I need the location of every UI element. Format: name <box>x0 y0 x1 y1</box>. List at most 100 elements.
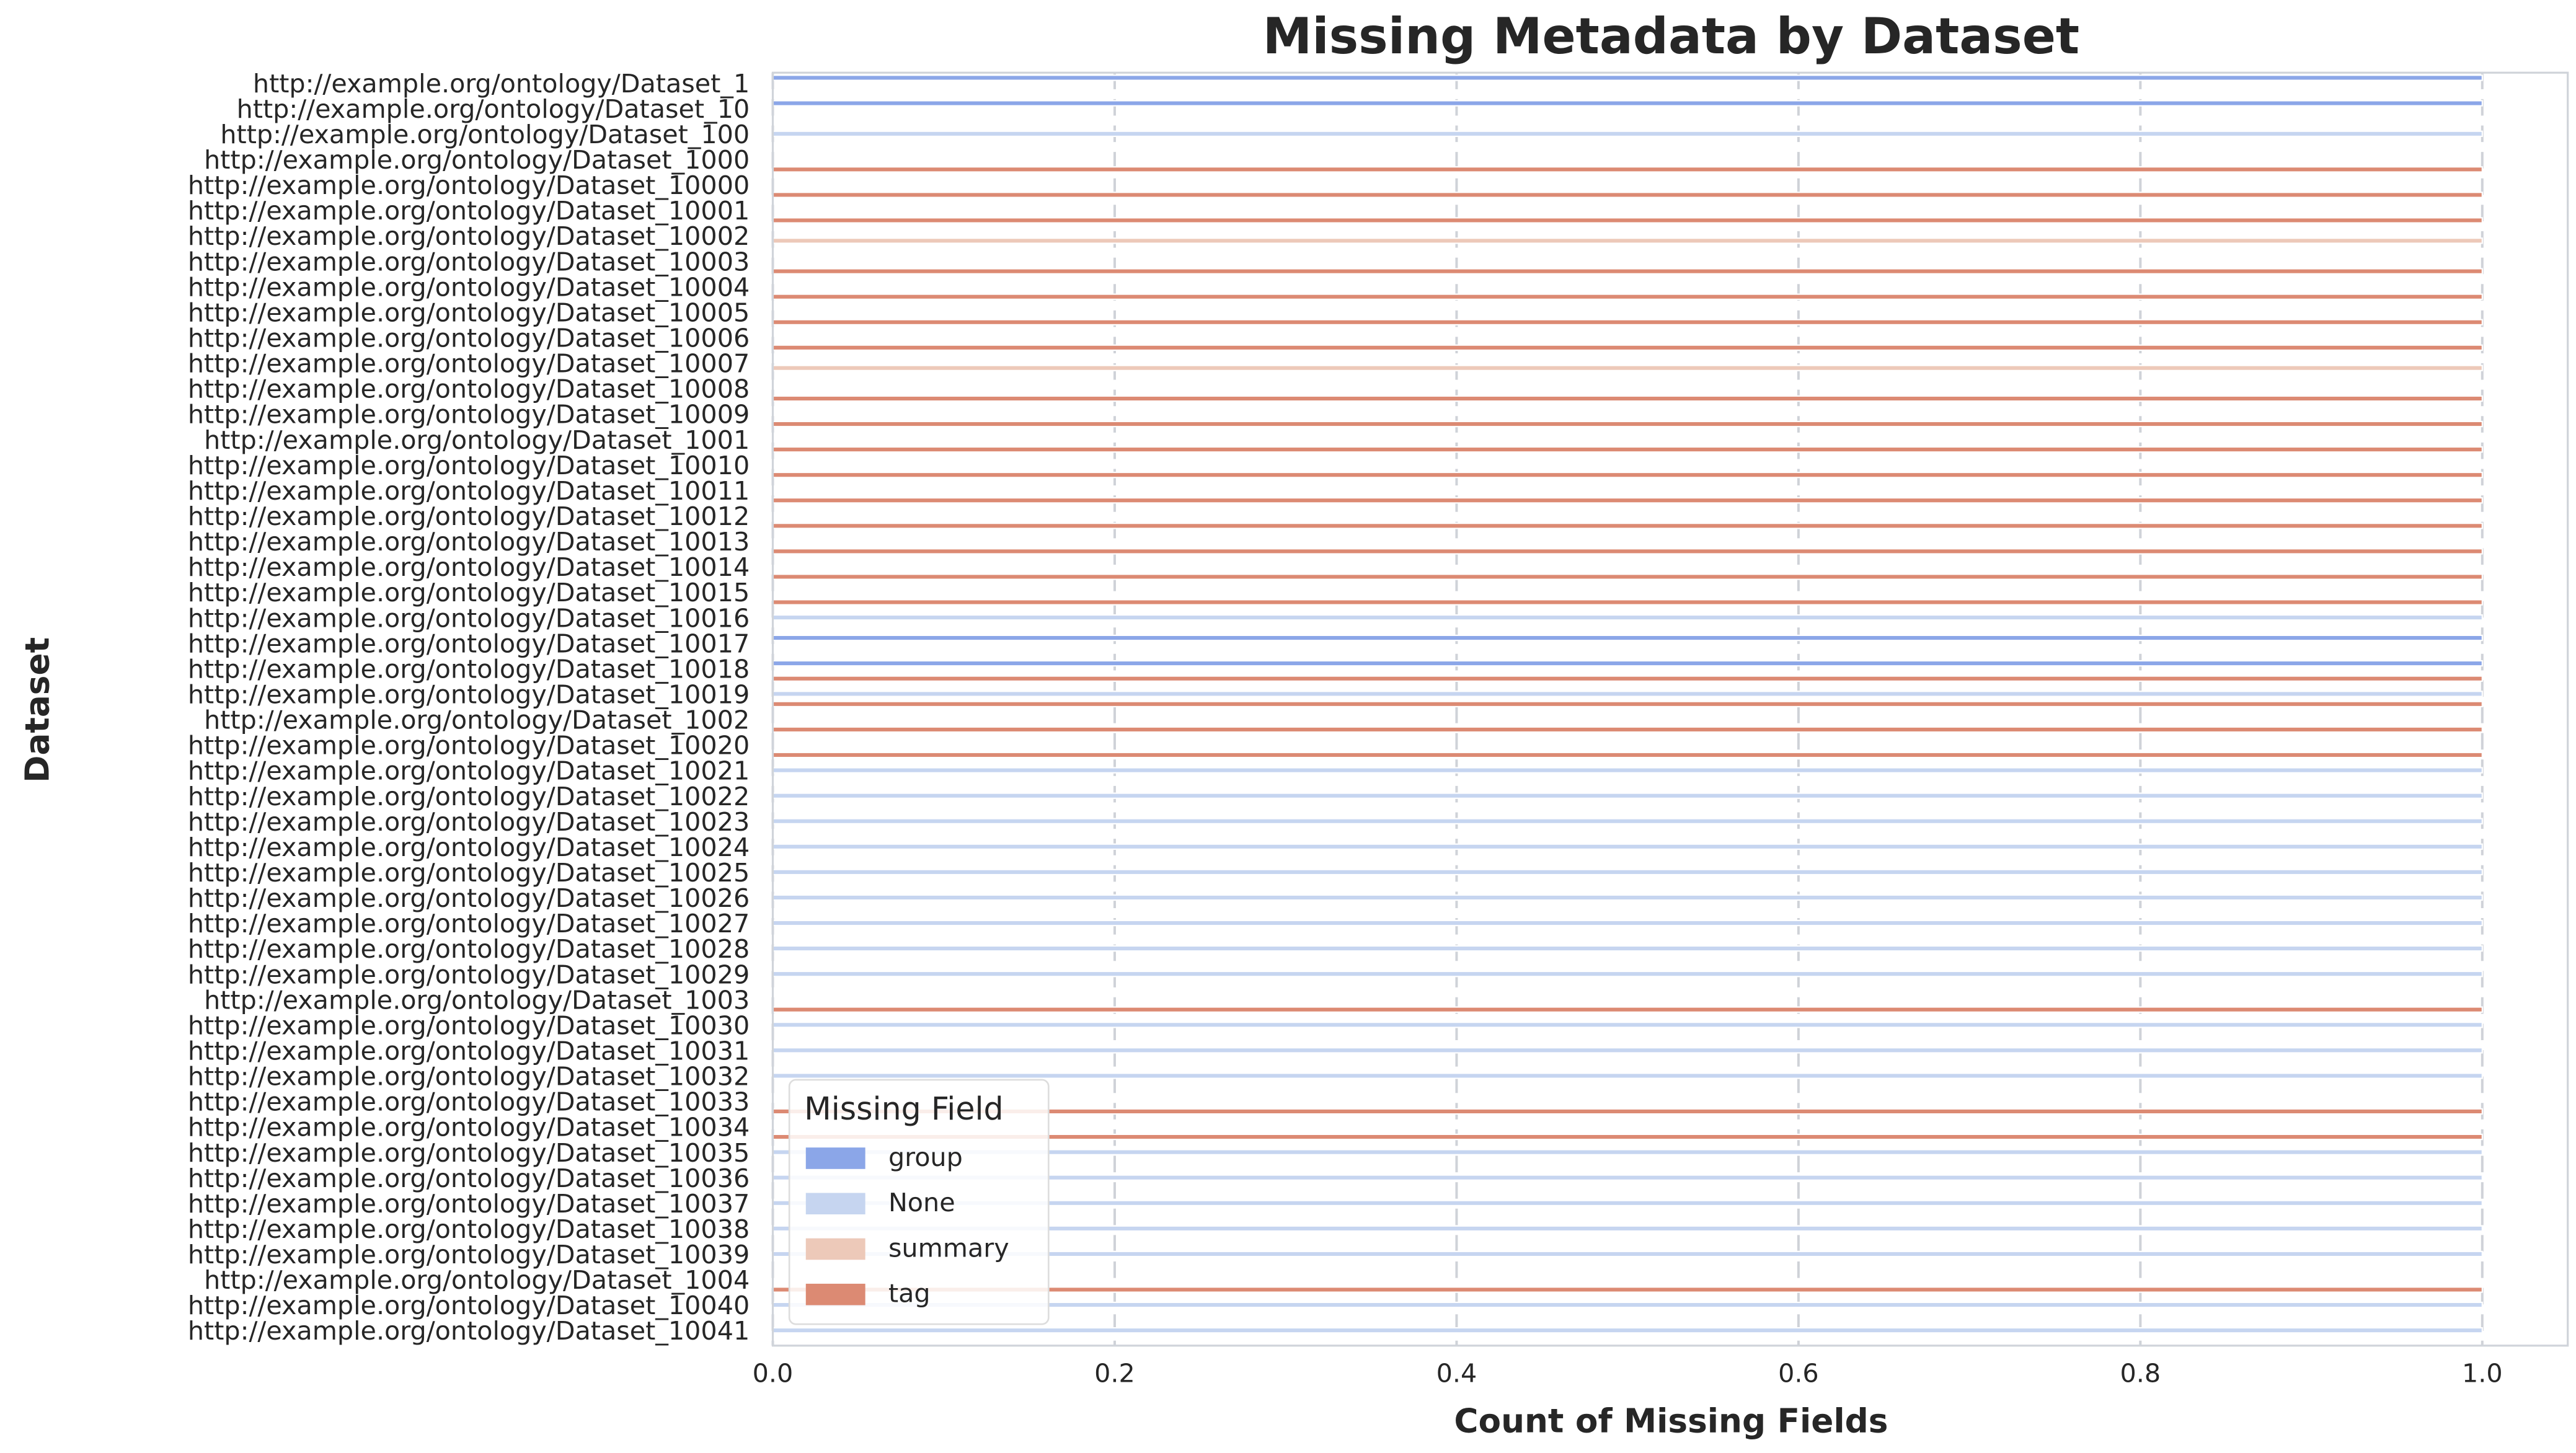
bar <box>772 1072 2483 1079</box>
y-tick-label: http://example.org/ontology/Dataset_1000… <box>188 349 750 379</box>
bar <box>772 792 2483 799</box>
bar <box>772 1327 2483 1334</box>
y-tick-label: http://example.org/ontology/Dataset_1000… <box>188 400 750 430</box>
legend-box <box>788 1079 1050 1325</box>
y-tick-label: http://example.org/ontology/Dataset_1000… <box>188 374 750 404</box>
y-tick-label: http://example.org/ontology/Dataset_1000… <box>188 221 750 251</box>
bar <box>772 395 2483 402</box>
bar <box>772 217 2483 224</box>
legend-swatch <box>805 1193 865 1215</box>
y-tick-label: http://example.org/ontology/Dataset_1004… <box>188 1291 750 1320</box>
bar <box>772 364 2483 371</box>
y-tick-label: http://example.org/ontology/Dataset_1003… <box>188 1164 750 1193</box>
x-tick-label: 0.0 <box>753 1359 794 1389</box>
bar <box>772 523 2483 529</box>
y-tick-label: http://example.org/ontology/Dataset_1002… <box>188 731 750 761</box>
y-tick-label: http://example.org/ontology/Dataset_1002… <box>188 832 750 862</box>
bar <box>772 945 2483 952</box>
y-tick-label: http://example.org/ontology/Dataset_1003… <box>188 1138 750 1168</box>
bar <box>772 599 2483 606</box>
y-tick-label: http://example.org/ontology/Dataset_1001… <box>188 451 750 480</box>
y-tick-label: http://example.org/ontology/Dataset_1000… <box>188 298 750 327</box>
bar <box>772 726 2483 733</box>
y-tick-label: http://example.org/ontology/Dataset_1000 <box>204 145 750 175</box>
bar <box>772 100 2483 107</box>
y-tick-label: http://example.org/ontology/Dataset_1001… <box>188 552 750 582</box>
legend-title: Missing Field <box>804 1090 1004 1127</box>
bar <box>772 268 2483 275</box>
legend-label: tag <box>888 1279 931 1309</box>
y-tick-label: http://example.org/ontology/Dataset_1000… <box>188 272 750 302</box>
y-tick-label: http://example.org/ontology/Dataset_1003 <box>204 985 750 1015</box>
y-tick-label: http://example.org/ontology/Dataset_1004 <box>204 1265 750 1295</box>
y-tick-label: http://example.org/ontology/Dataset_1001… <box>188 654 750 684</box>
y-tick-label: http://example.org/ontology/Dataset_1002… <box>188 934 750 964</box>
y-tick-label: http://example.org/ontology/Dataset_1002… <box>188 756 750 786</box>
bar <box>772 497 2483 504</box>
bar <box>772 192 2483 198</box>
y-tick-label: http://example.org/ontology/Dataset_1001 <box>204 425 750 455</box>
bar <box>772 1047 2483 1054</box>
bar <box>772 1006 2483 1013</box>
bar <box>772 130 2483 138</box>
bar <box>772 472 2483 479</box>
legend: Missing Field group None summary tag <box>788 1079 1050 1325</box>
y-tick-label: http://example.org/ontology/Dataset_1002… <box>188 807 750 837</box>
y-tick-label: http://example.org/ontology/Dataset_1001… <box>188 603 750 633</box>
bar <box>772 614 2483 621</box>
y-tick-label: http://example.org/ontology/Dataset_1003… <box>188 1062 750 1092</box>
y-tick-label: http://example.org/ontology/Dataset_1001… <box>188 679 750 709</box>
bar <box>772 344 2483 351</box>
y-tick-label: http://example.org/ontology/Dataset_1003… <box>188 1214 750 1244</box>
bar <box>772 166 2483 173</box>
bar <box>772 767 2483 774</box>
bar <box>772 237 2483 244</box>
bar <box>772 1022 2483 1028</box>
legend-label: summary <box>888 1233 1009 1263</box>
bar <box>772 751 2483 759</box>
x-tick-label: 0.4 <box>1436 1359 1477 1389</box>
y-tick-label: http://example.org/ontology/Dataset_1001… <box>188 527 750 557</box>
x-axis-label: Count of Missing Fields <box>1454 1402 1888 1441</box>
bar <box>772 818 2483 824</box>
y-tick-label: http://example.org/ontology/Dataset_1 <box>253 69 750 99</box>
y-tick-label: http://example.org/ontology/Dataset_1004… <box>188 1316 750 1346</box>
y-tick-label: http://example.org/ontology/Dataset_1002 <box>204 705 750 735</box>
y-tick-label: http://example.org/ontology/Dataset_1000… <box>188 247 750 276</box>
y-tick-label: http://example.org/ontology/Dataset_1001… <box>188 629 750 658</box>
y-tick-label: http://example.org/ontology/Dataset_1002… <box>188 858 750 888</box>
bar <box>772 843 2483 850</box>
y-tick-label: http://example.org/ontology/Dataset_1002… <box>188 960 750 989</box>
y-tick-label: http://example.org/ontology/Dataset_1002… <box>188 782 750 811</box>
bar <box>772 970 2483 978</box>
y-tick-label: http://example.org/ontology/Dataset_100 <box>220 120 750 149</box>
bar <box>772 293 2483 300</box>
y-axis-label: Dataset <box>19 637 57 783</box>
bar <box>772 894 2483 901</box>
y-tick-label: http://example.org/ontology/Dataset_1001… <box>188 476 750 506</box>
y-tick-label: http://example.org/ontology/Dataset_1000… <box>188 196 750 226</box>
y-tick-label: http://example.org/ontology/Dataset_1000… <box>188 170 750 200</box>
y-tick-label: http://example.org/ontology/Dataset_1003… <box>188 1240 750 1270</box>
legend-swatch <box>805 1283 865 1305</box>
bar <box>772 573 2483 580</box>
x-tick-label: 0.6 <box>1778 1359 1819 1389</box>
plot-frame <box>771 71 2569 1347</box>
y-tick-label: http://example.org/ontology/Dataset_1002… <box>188 883 750 913</box>
legend-label: group <box>888 1142 963 1172</box>
chart-title: Missing Metadata by Dataset <box>1263 7 2079 65</box>
bar <box>772 319 2483 325</box>
y-tick-label: http://example.org/ontology/Dataset_1003… <box>188 1189 750 1219</box>
y-tick-label: http://example.org/ontology/Dataset_10 <box>237 94 750 124</box>
bar <box>772 660 2483 667</box>
y-tick-label: http://example.org/ontology/Dataset_1003… <box>188 1087 750 1117</box>
y-tick-label: http://example.org/ontology/Dataset_1001… <box>188 578 750 607</box>
bar <box>772 634 2483 642</box>
bar <box>772 691 2483 697</box>
y-tick-label: http://example.org/ontology/Dataset_1002… <box>188 909 750 938</box>
legend-swatch <box>805 1238 865 1260</box>
y-tick-label: http://example.org/ontology/Dataset_1000… <box>188 324 750 353</box>
bar <box>772 446 2483 453</box>
legend-swatch <box>805 1147 865 1169</box>
bar <box>772 74 2483 81</box>
